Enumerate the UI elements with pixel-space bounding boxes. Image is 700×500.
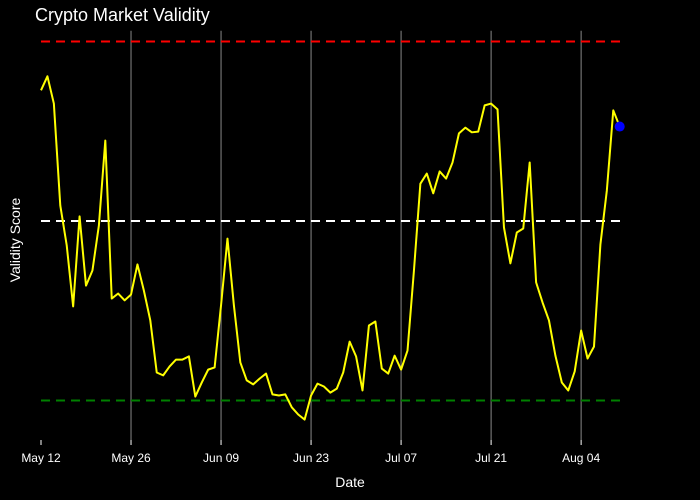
x-axis-title: Date: [335, 474, 365, 490]
x-tick-label: Jun 09: [203, 451, 239, 465]
x-tick-label: Jun 23: [293, 451, 329, 465]
chart-title: Crypto Market Validity: [35, 5, 210, 25]
x-tick-label: Jul 21: [475, 451, 507, 465]
y-axis-title: Validity Score: [7, 198, 23, 283]
x-tick-label: Jul 07: [385, 451, 417, 465]
x-tick-label: May 12: [21, 451, 61, 465]
last-point-marker: [614, 121, 625, 132]
x-tick-label: Aug 04: [562, 451, 600, 465]
x-tick-label: May 26: [111, 451, 151, 465]
data-line: [40, 75, 621, 421]
